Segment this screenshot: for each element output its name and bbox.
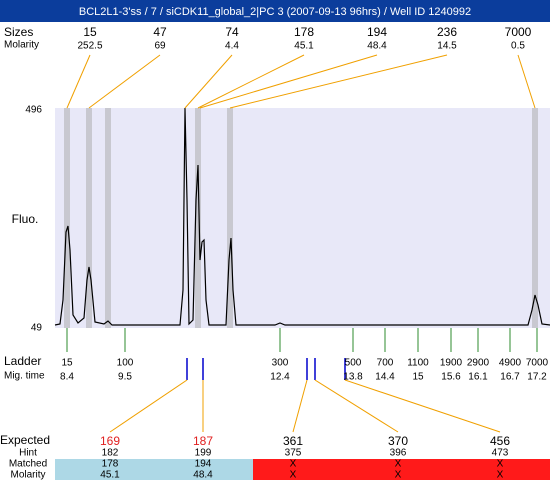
peak-molarity: 252.5 [77, 41, 102, 52]
ladder-size: 2900 [467, 358, 490, 369]
expected-size: 187 [193, 434, 213, 448]
hint: 396 [390, 448, 407, 459]
peak-molarity: 4.4 [225, 41, 239, 52]
peak-size: 74 [225, 25, 239, 39]
ladder-size: 300 [272, 358, 289, 369]
peak-leaders [66, 54, 536, 109]
peak-molarity: 45.1 [294, 41, 314, 52]
mig-time: 17.2 [527, 372, 547, 383]
ladder-size: 1100 [407, 358, 429, 369]
matched-molarity: X [290, 470, 297, 480]
y-axis-label: Fluo. [12, 212, 39, 226]
hint-label: Hint [19, 448, 37, 459]
hint: 199 [195, 448, 212, 459]
expected-ticks [186, 358, 346, 380]
mig-time: 15.6 [441, 372, 461, 383]
trace [54, 107, 550, 326]
peak-size: 15 [83, 25, 97, 39]
matched: 178 [102, 459, 119, 470]
y-min: 49 [31, 323, 43, 334]
peak-molarity: 14.5 [437, 41, 457, 52]
peak-molarity: 48.4 [367, 41, 387, 52]
mig-time: 13.8 [343, 372, 363, 383]
unmatched-bg [253, 459, 550, 480]
matched-molarity: 48.4 [193, 470, 213, 480]
expected-size: 361 [283, 434, 303, 448]
ladder-label: Ladder [4, 354, 41, 368]
mig-time: 8.4 [60, 372, 74, 383]
peak-molarity: 0.5 [511, 41, 525, 52]
mig-time: 16.7 [500, 372, 520, 383]
ladder-size: 7000 [526, 358, 549, 369]
expected-size: 456 [490, 434, 510, 448]
expected-size: 169 [100, 434, 120, 448]
hint: 182 [102, 448, 119, 459]
plot-area [55, 108, 550, 328]
title: BCL2L1-3'ss / 7 / siCDK11_global_2|PC 3 … [79, 6, 471, 18]
matched-label: Matched [9, 459, 47, 470]
peak-size: 194 [367, 25, 387, 39]
matched: 194 [195, 459, 212, 470]
matched-molarity: X [497, 470, 504, 480]
matched-bg [55, 459, 253, 480]
y-max: 496 [25, 105, 42, 116]
ladder-size: 15 [61, 358, 73, 369]
hint: 375 [285, 448, 302, 459]
peak-bands [64, 108, 538, 328]
mig-time: 12.4 [270, 372, 290, 383]
title-bar [0, 0, 550, 22]
mig-label: Mig. time [4, 371, 45, 382]
expected-label: Expected [0, 433, 50, 447]
molarity-label: Molarity [4, 40, 39, 51]
peak-size: 178 [294, 25, 314, 39]
ladder-size: 100 [117, 358, 134, 369]
ladder-size: 700 [377, 358, 394, 369]
ladder-size: 1900 [440, 358, 463, 369]
ladder-size: 4900 [499, 358, 522, 369]
matched-molarity: 45.1 [100, 470, 120, 480]
matched: X [290, 459, 297, 470]
mig-time: 15 [412, 372, 424, 383]
expected-size: 370 [388, 434, 408, 448]
mig-time: 16.1 [468, 372, 488, 383]
ladder-size: 500 [345, 358, 362, 369]
matched: X [395, 459, 402, 470]
molarity-row-label: Molarity [10, 470, 45, 480]
hint: 473 [492, 448, 509, 459]
peak-size: 236 [437, 25, 457, 39]
sizes-label: Sizes [4, 25, 33, 39]
mig-time: 9.5 [118, 372, 132, 383]
matched: X [497, 459, 504, 470]
peak-size: 7000 [505, 25, 532, 39]
mig-time: 14.4 [375, 372, 395, 383]
expected-leaders [109, 379, 501, 433]
peak-molarity: 69 [154, 41, 166, 52]
matched-molarity: X [395, 470, 402, 480]
peak-size: 47 [153, 25, 167, 39]
